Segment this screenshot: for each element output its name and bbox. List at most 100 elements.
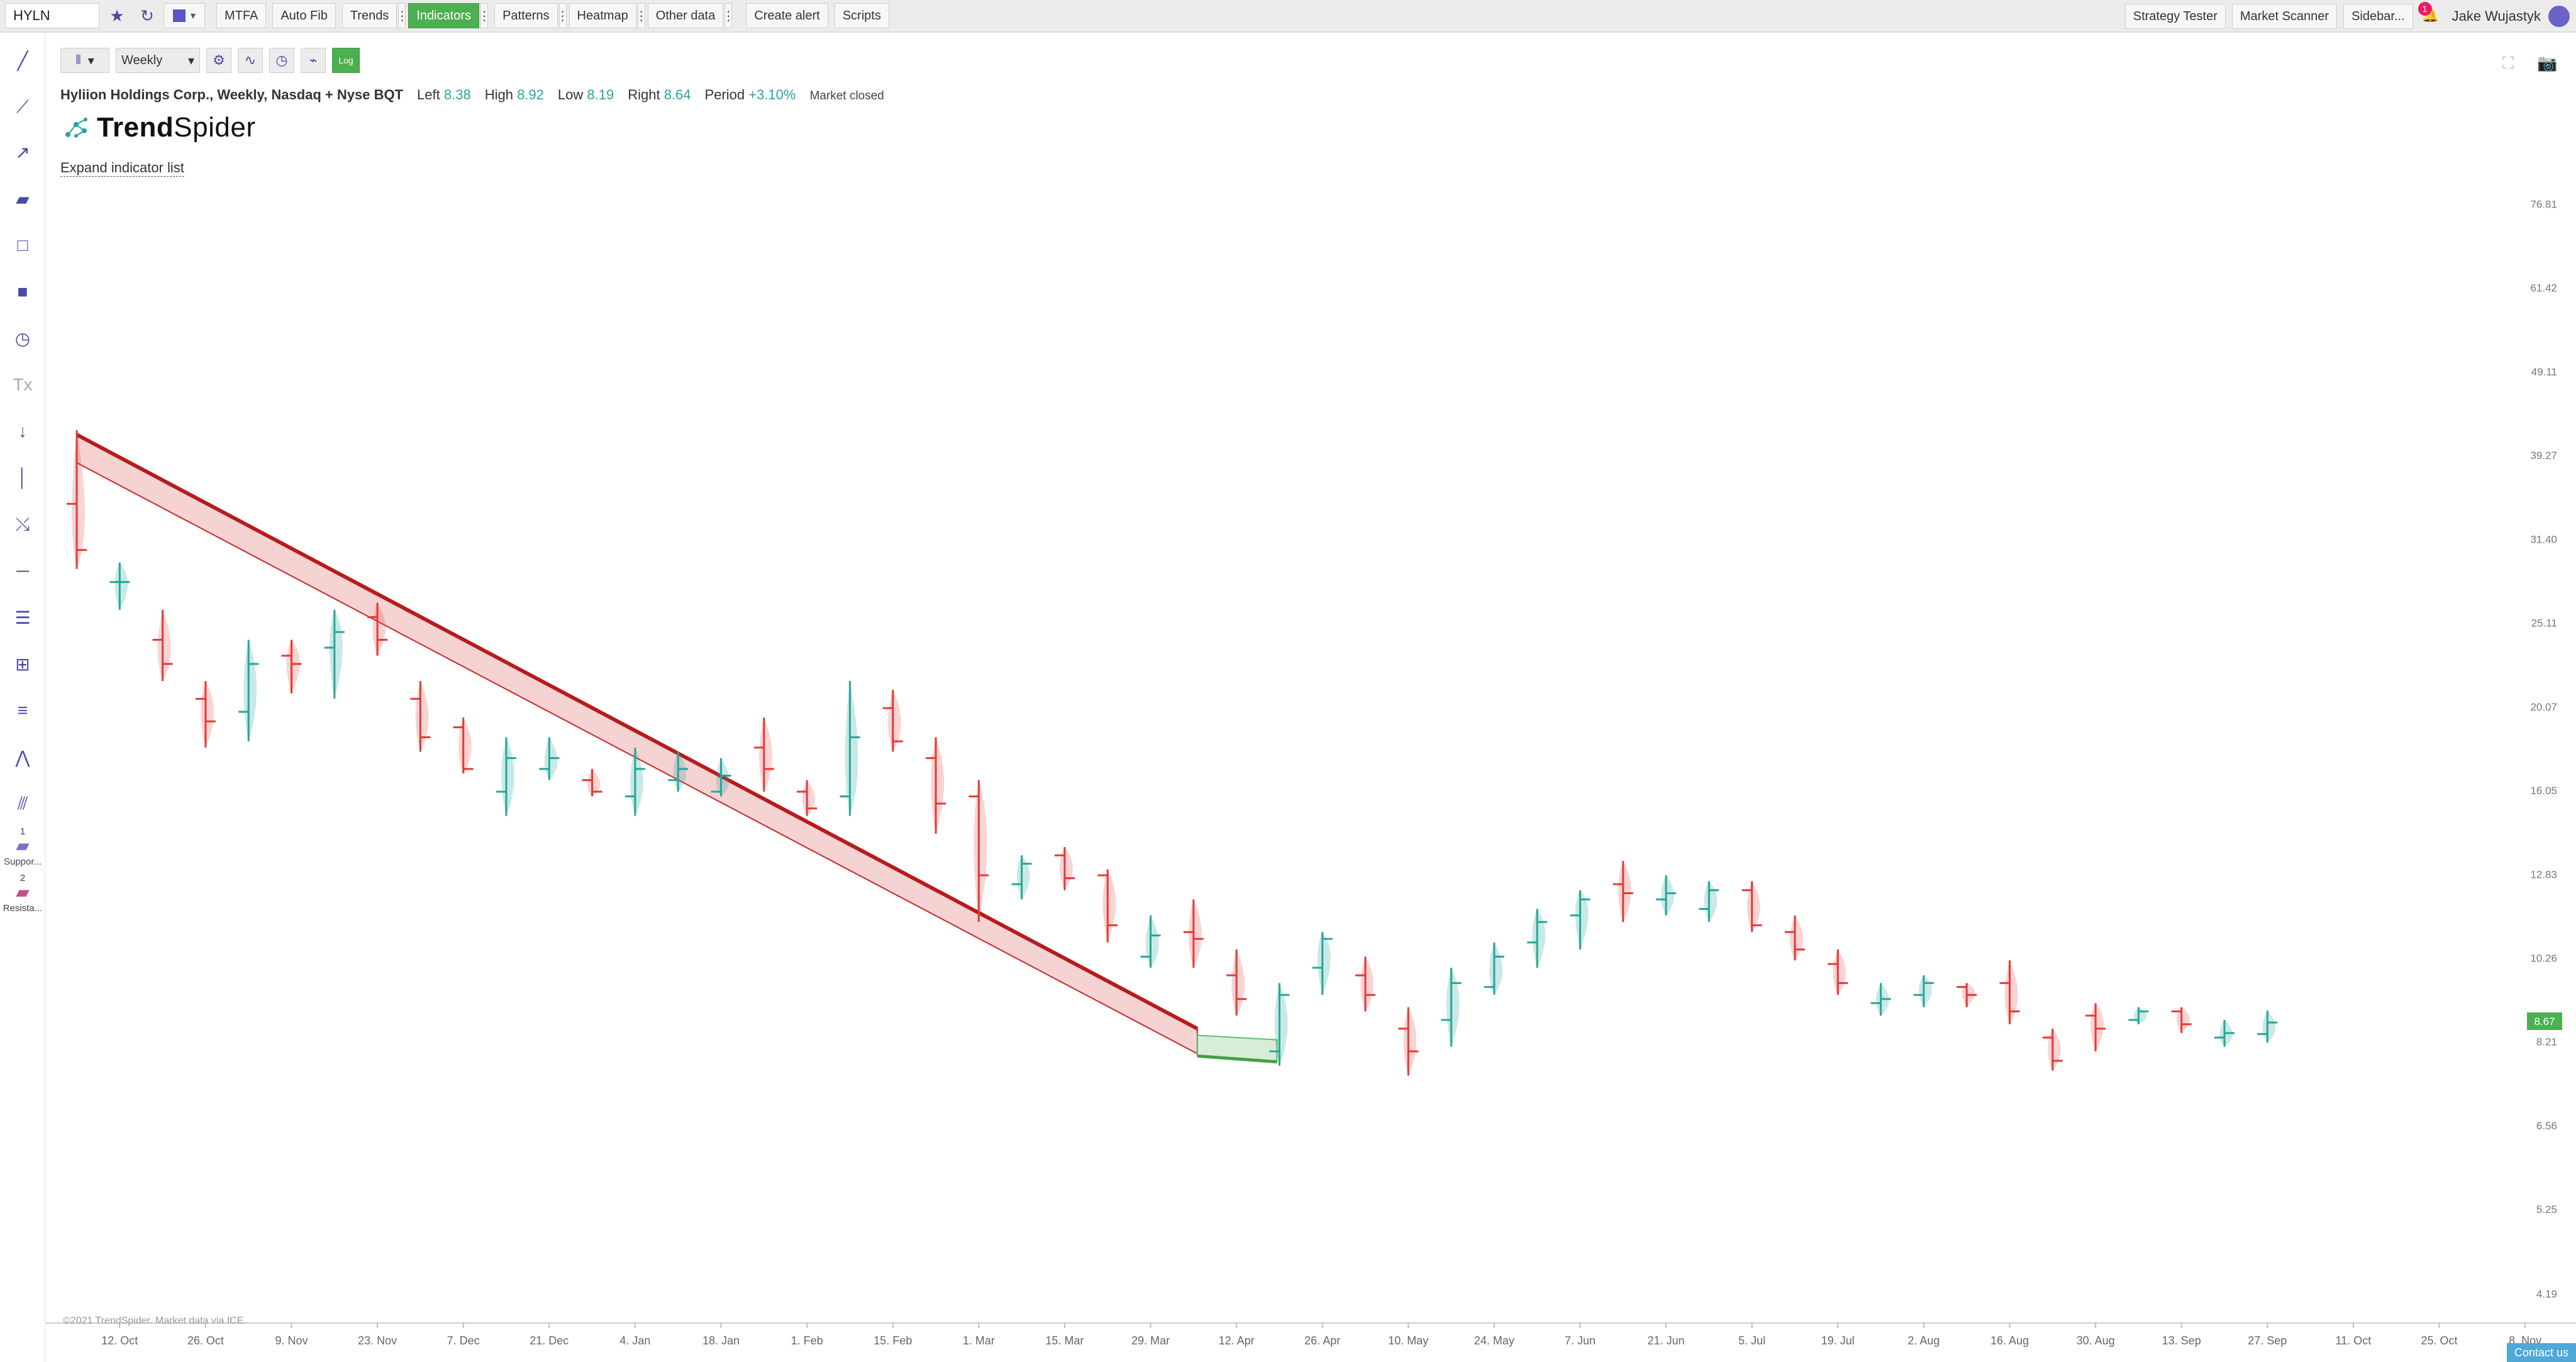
candle-profile	[501, 737, 514, 816]
indicators-more-icon[interactable]: ⋮	[478, 3, 491, 28]
contact-us-button[interactable]: Contact us	[2507, 1343, 2576, 1362]
heatmap-button[interactable]: Heatmap	[569, 3, 636, 28]
support-label[interactable]: Suppor...	[3, 856, 42, 867]
fib-retracement-icon[interactable]: ☰	[14, 607, 31, 628]
user-name[interactable]: Jake Wujastyk	[2451, 8, 2541, 24]
rectangle-tool-icon[interactable]: □	[17, 235, 28, 255]
create-alert-button[interactable]: Create alert	[746, 3, 828, 28]
candle-profile	[1532, 909, 1546, 968]
candle	[152, 609, 173, 681]
x-tick-label: 9. Nov	[275, 1334, 308, 1347]
strategy-tester-button[interactable]: Strategy Tester	[2124, 4, 2226, 29]
candle-profile	[673, 751, 687, 792]
candle	[1398, 1007, 1419, 1076]
clock-icon[interactable]: ◷	[269, 48, 294, 73]
candle	[1269, 983, 1290, 1066]
sidebar-button[interactable]: Sidebar...	[2343, 4, 2413, 29]
candle-type-icon: ⫴	[75, 53, 81, 67]
x-tick-label: 21. Jun	[1648, 1334, 1685, 1347]
scripts-button[interactable]: Scripts	[834, 3, 889, 28]
y-tick-label: 20.07	[2530, 701, 2557, 713]
period-value: +3.10%	[748, 87, 796, 102]
patterns-button[interactable]: Patterns	[494, 3, 558, 28]
star-icon[interactable]: ★	[109, 6, 125, 25]
candle-profile	[1790, 915, 1803, 961]
ray-tool-icon[interactable]: ↗	[15, 142, 30, 162]
circle-tool-icon[interactable]: ◷	[14, 328, 31, 348]
chart-corner-icons: ⛶ 📷	[2498, 53, 2557, 73]
resistance-channel-icon[interactable]: ▰	[16, 882, 30, 902]
patterns-more-icon[interactable]: ⋮	[557, 3, 569, 28]
support-channel-icon[interactable]: ▰	[16, 835, 30, 855]
indicator-wave-icon[interactable]: ∿	[238, 48, 263, 73]
mtfa-button[interactable]: MTFA	[216, 3, 267, 28]
x-tick-label: 15. Feb	[874, 1334, 912, 1347]
fullscreen-icon[interactable]: ⛶	[2502, 53, 2514, 72]
clear-format-icon[interactable]: Tx	[13, 375, 33, 394]
timeframe-dropdown[interactable]: Weekly ▾	[116, 48, 200, 73]
last-price-label: 8.67	[2534, 1016, 2555, 1027]
auto-fib-button[interactable]: Auto Fib	[272, 3, 336, 28]
low-label: Low	[557, 87, 584, 102]
parallel-lines-icon[interactable]: ≡	[17, 700, 28, 720]
top-right-group: Strategy Tester Market Scanner Sidebar..…	[2119, 0, 2576, 33]
arrow-down-tool-icon[interactable]: ↓	[18, 421, 27, 441]
trends-more-icon[interactable]: ⋮	[396, 3, 408, 28]
right-label: Right	[628, 87, 660, 102]
camera-icon[interactable]: 📷	[2537, 53, 2558, 72]
last-price-marker: 8.67	[2527, 1012, 2562, 1031]
y-tick-label: 6.56	[2536, 1120, 2557, 1132]
fan-tool-icon[interactable]: ⫻	[17, 793, 28, 813]
line-tool-icon[interactable]: ╱	[17, 50, 28, 70]
market-scanner-button[interactable]: Market Scanner	[2231, 4, 2338, 29]
avatar[interactable]	[2548, 6, 2570, 27]
y-tick-label: 8.21	[2536, 1036, 2557, 1048]
candle-profile	[1189, 899, 1202, 968]
crosshair-icon[interactable]: ⌁	[301, 48, 326, 73]
color-picker-button[interactable]: ▾	[164, 3, 205, 28]
x-tick-label: 7. Jun	[1565, 1334, 1596, 1347]
trendline-tool-icon[interactable]: ⟋	[16, 96, 29, 116]
chevron-down-icon: ▾	[187, 53, 194, 68]
candle	[1613, 861, 1633, 922]
candle	[1741, 881, 1762, 933]
log-scale-toggle[interactable]: Log	[332, 48, 360, 73]
candle-profile	[802, 780, 816, 816]
x-tick-label: 24. May	[1474, 1334, 1514, 1347]
trends-button[interactable]: Trends	[341, 3, 397, 28]
candle	[2085, 1003, 2106, 1051]
x-tick-label: 18. Jan	[702, 1334, 740, 1347]
refresh-icon[interactable]: ↻	[140, 6, 154, 25]
fib-tool-icon[interactable]: ⤯	[15, 514, 30, 534]
candle	[2128, 1007, 2149, 1024]
vertical-line-tool-icon[interactable]: │	[17, 468, 28, 487]
bell-icon[interactable]: 🔔 1	[2418, 2, 2441, 26]
heatmap-more-icon[interactable]: ⋮	[635, 3, 648, 28]
chart-type-dropdown[interactable]: ⫴ ▾	[60, 48, 109, 73]
y-tick-label: 49.11	[2531, 366, 2557, 378]
horizontal-line-tool-icon[interactable]: ─	[16, 561, 29, 580]
trendspider-logo-icon	[65, 118, 87, 138]
symbol-input[interactable]	[5, 3, 99, 28]
low-value: 8.19	[587, 87, 614, 102]
top-toolbar: ★ ↻ ▾ MTFA Auto Fib Trends ⋮ Indicators …	[0, 0, 2576, 33]
polyline-tool-icon[interactable]: ⋀	[15, 747, 30, 767]
high-label: High	[484, 87, 513, 102]
other-data-more-icon[interactable]: ⋮	[722, 3, 735, 28]
filled-rectangle-tool-icon[interactable]: ■	[17, 282, 28, 301]
resistance-line	[75, 433, 1199, 1031]
y-tick-label: 4.19	[2536, 1288, 2557, 1300]
fib-extension-icon[interactable]: ⊞	[15, 654, 30, 674]
candle	[1656, 875, 1677, 916]
ohlc-legend: Hyliion Holdings Corp., Weekly, Nasdaq +…	[60, 87, 884, 103]
expand-indicator-list-link[interactable]: Expand indicator list	[60, 160, 184, 177]
candle	[969, 780, 989, 922]
settings-icon[interactable]: ⚙	[206, 48, 231, 73]
other-data-button[interactable]: Other data	[647, 3, 724, 28]
candle	[67, 430, 87, 569]
channel-tool-icon[interactable]: ▰	[16, 189, 30, 209]
candle-profile	[415, 680, 429, 752]
resistance-label[interactable]: Resista...	[3, 903, 43, 914]
indicators-button[interactable]: Indicators	[408, 3, 480, 28]
